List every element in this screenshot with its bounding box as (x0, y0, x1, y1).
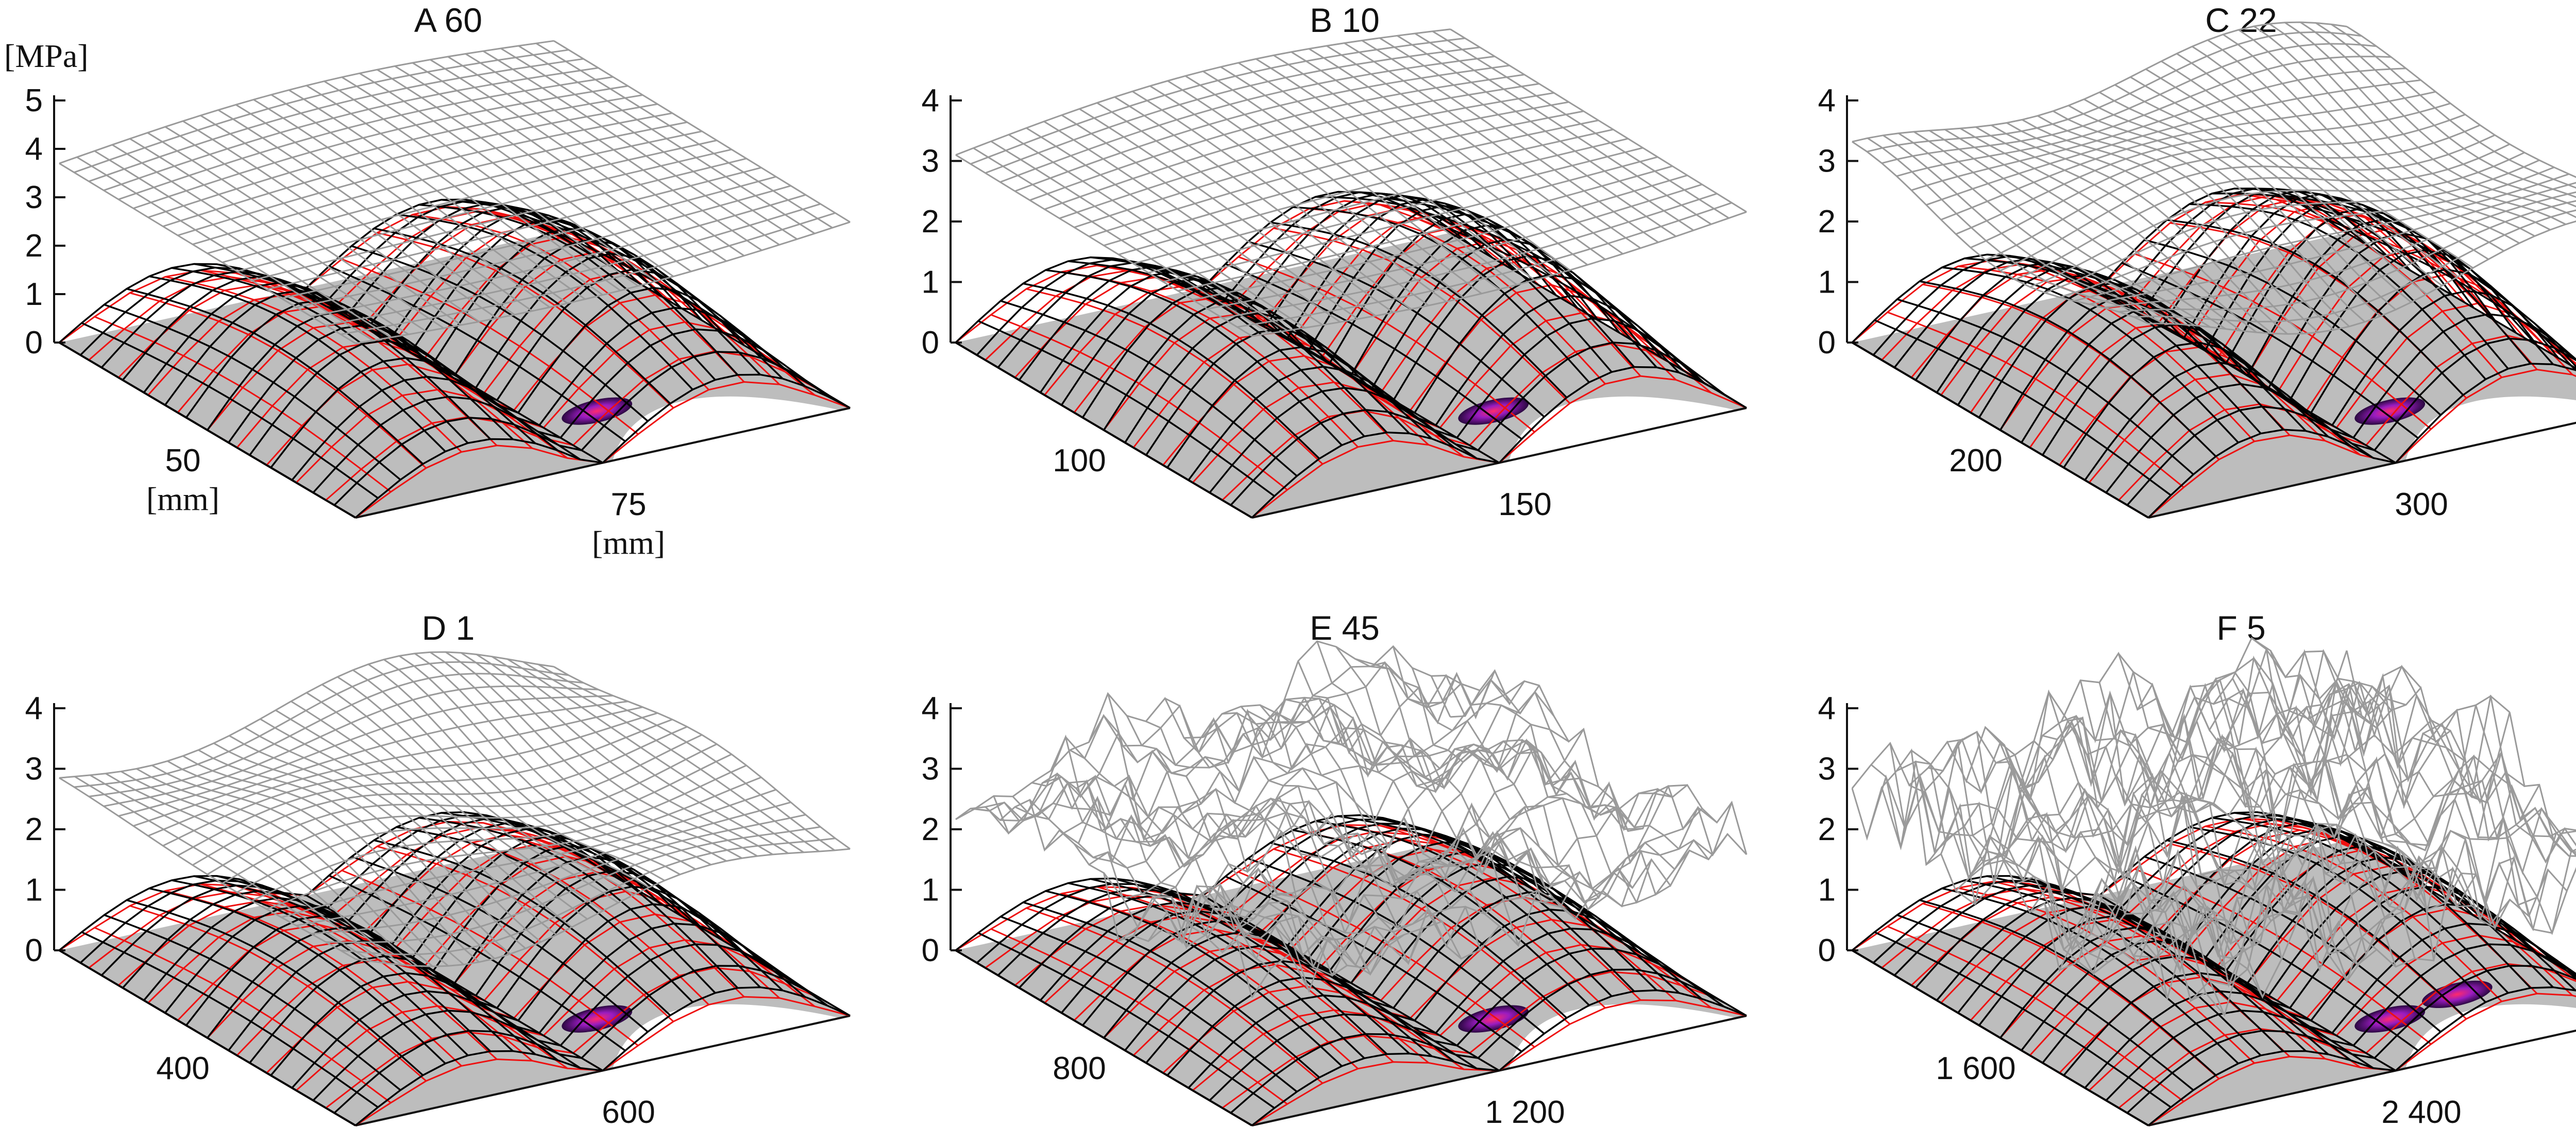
z-tick-label: 4 (1818, 83, 1836, 118)
panel-6: F 5 0 1 2 3 4 1 600 2 400 (1818, 609, 2576, 1130)
floor-cutout (355, 1004, 850, 1125)
x-tick-label: 400 (156, 1051, 209, 1086)
z-tick-label: 0 (922, 325, 939, 361)
z-tick-label: 1 (1818, 265, 1836, 300)
y-tick-label: 150 (1498, 487, 1551, 522)
x-tick-label: 800 (1053, 1051, 1106, 1086)
panel-5: E 45 0 1 2 3 4 800 1 200 (922, 609, 1748, 1130)
upper-surface-mesh (955, 640, 1748, 998)
y-tick-label: 75 (611, 487, 647, 522)
x-tick-label: 200 (1949, 443, 2002, 479)
z-tick-label: 2 (25, 228, 43, 264)
floor-hotspot (2354, 397, 2426, 425)
z-tick-label: 1 (25, 277, 43, 312)
y-tick-label: 300 (2395, 487, 2448, 522)
panel-title: A 60 (414, 1, 482, 39)
upper-surface-mesh (59, 40, 851, 345)
z-tick-label: 2 (25, 812, 43, 847)
lower-surface-mesh (955, 191, 1747, 519)
base-plane (1852, 841, 2576, 1125)
z-tick-label: 4 (1818, 691, 1836, 726)
z-tick-label: 1 (25, 873, 43, 908)
panel-title: E 45 (1310, 609, 1380, 647)
panel-2: B 10 0 1 2 3 4 100 150 (922, 1, 1747, 522)
panel-4: D 1 0 1 2 3 4 400 600 (25, 609, 851, 1130)
y-tick-label: 1 200 (1485, 1095, 1565, 1130)
x-axis-unit: [mm] (146, 481, 219, 517)
x-tick-label: 1 600 (1936, 1051, 2015, 1086)
upper-surface-mesh (955, 28, 1747, 337)
z-tick-label: 0 (1818, 933, 1836, 968)
upper-surface-mesh (59, 651, 851, 967)
x-tick-label: 50 (165, 443, 201, 479)
z-tick-label: 4 (25, 131, 43, 167)
z-tick-label: 3 (25, 180, 43, 215)
panel-title: C 22 (2205, 1, 2277, 39)
floor-hotspot (2421, 980, 2493, 1009)
base-plane (1852, 233, 2576, 518)
z-tick-label: 4 (922, 691, 939, 726)
z-tick-label: 1 (922, 873, 939, 908)
z-tick-label: 3 (25, 752, 43, 787)
y-tick-label: 2 400 (2381, 1095, 2461, 1130)
floor-hotspot (1458, 397, 1529, 425)
floor-hotspot (562, 397, 633, 425)
z-tick-label: 4 (25, 691, 43, 726)
floor-cutout (1252, 1004, 1747, 1125)
panel-title: D 1 (422, 609, 475, 647)
floor-cutout (355, 396, 850, 518)
panel-3: C 22 0 1 2 3 4 200 300 (1818, 1, 2576, 522)
y-tick-label: 600 (602, 1095, 655, 1130)
z-tick-label: 2 (1818, 812, 1836, 847)
x-tick-label: 100 (1053, 443, 1106, 479)
upper-surface-mesh (1851, 637, 2576, 1017)
y-axis-unit: [mm] (592, 524, 665, 561)
z-tick-label: 4 (922, 83, 939, 118)
z-tick-label: 3 (1818, 752, 1836, 787)
z-tick-label: 0 (1818, 325, 1836, 361)
z-tick-label: 0 (922, 933, 939, 968)
z-axis-label: [MPa] (4, 38, 89, 74)
floor-cutout (1252, 396, 1747, 518)
z-tick-label: 3 (922, 752, 939, 787)
z-tick-label: 0 (25, 933, 43, 968)
z-tick-label: 5 (25, 83, 43, 118)
floor-hotspot (2354, 1005, 2426, 1033)
panel-title: B 10 (1310, 1, 1380, 39)
z-tick-label: 2 (922, 812, 939, 847)
floor-cutout (2148, 1004, 2576, 1125)
z-tick-label: 3 (922, 144, 939, 179)
floor-cutout (2148, 396, 2576, 518)
panel-title: F 5 (2216, 609, 2265, 647)
z-tick-label: 0 (25, 325, 43, 361)
floor-hotspot (562, 1005, 633, 1033)
z-tick-label: 3 (1818, 144, 1836, 179)
z-tick-label: 1 (1818, 873, 1836, 908)
upper-surface-mesh (1852, 21, 2576, 335)
z-tick-label: 2 (922, 204, 939, 240)
z-tick-label: 1 (922, 265, 939, 300)
z-tick-label: 2 (1818, 204, 1836, 240)
